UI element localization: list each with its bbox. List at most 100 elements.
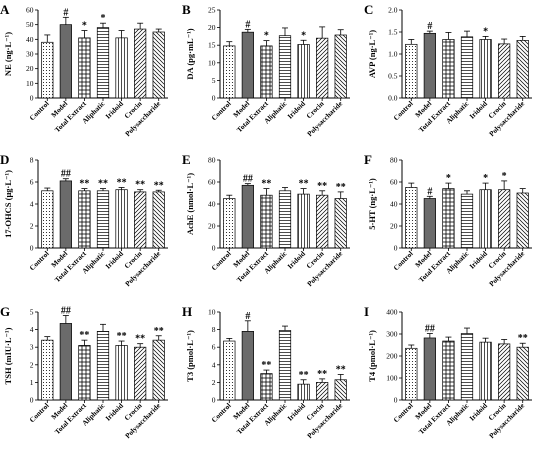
significance-mark: ## [61, 306, 71, 317]
panel-B: BDA (pg·mL⁻¹)0510152025Control#Model*Tot… [182, 2, 350, 138]
significance-mark: * [483, 26, 488, 37]
category-label: Iridoid [104, 100, 125, 121]
y-tick-label: 300 [386, 330, 398, 339]
y-axis-label: 5-HT (ng·L⁻¹) [367, 178, 377, 230]
significance-mark: ** [135, 334, 145, 345]
bar-control [405, 347, 418, 401]
bar-aliphatic [96, 190, 110, 249]
significance-mark: # [427, 186, 432, 197]
bar-model [241, 184, 254, 249]
bar-total-extract [442, 340, 455, 401]
y-tick-label: 0.5 [388, 72, 398, 81]
bar-polysaccharide [152, 31, 165, 99]
bar-polysaccharide [516, 192, 529, 249]
bar-total-extract [260, 373, 273, 401]
bar-total-extract [442, 188, 455, 249]
category-label: Control [28, 402, 51, 425]
y-tick-label: 80 [390, 156, 398, 165]
bar-model [423, 32, 436, 99]
bar-model [241, 331, 254, 401]
bar-model [423, 337, 436, 401]
bar-model [241, 31, 254, 99]
y-tick-label: 20 [26, 64, 34, 73]
category-label: Iridoid [286, 100, 307, 121]
y-tick-label: 4 [30, 325, 34, 334]
significance-mark: ** [98, 179, 108, 190]
category-label: Iridoid [468, 402, 489, 423]
y-tick-label: 0 [30, 396, 34, 405]
y-tick-label: 200 [386, 352, 398, 361]
significance-mark: # [245, 311, 250, 322]
significance-mark: ** [117, 178, 127, 189]
panel-label: E [182, 152, 191, 167]
bar-total-extract [260, 45, 273, 99]
y-tick-label: 2 [30, 222, 34, 231]
y-tick-label: 0 [30, 244, 34, 253]
bar-iridoid [115, 189, 128, 249]
bar-iridoid [479, 189, 492, 249]
y-tick-label: 40 [26, 35, 34, 44]
significance-mark: ** [336, 364, 346, 375]
y-tick-label: 40 [208, 200, 216, 209]
y-tick-label: 5 [30, 308, 34, 317]
bar-control [41, 41, 54, 99]
significance-mark: ** [261, 179, 271, 190]
panel-label: I [364, 304, 369, 319]
bar-model [423, 198, 436, 249]
y-tick-label: 0 [212, 396, 216, 405]
panel-label: G [0, 304, 10, 319]
y-tick-label: 30 [26, 50, 34, 59]
y-tick-label: 40 [390, 200, 398, 209]
bar-iridoid [115, 345, 128, 401]
significance-mark: ** [117, 331, 127, 342]
bar-crocin [316, 194, 329, 249]
significance-mark: ## [243, 174, 253, 185]
category-label: Control [210, 100, 233, 123]
bar-control [405, 187, 418, 249]
y-tick-label: 20 [208, 23, 216, 32]
panel-label: B [182, 2, 191, 17]
y-axis-label: AchE (nmol·L⁻¹) [185, 173, 195, 235]
y-tick-label: 100 [386, 374, 398, 383]
category-label: Control [392, 250, 415, 273]
significance-mark: * [264, 31, 269, 42]
significance-mark: ** [336, 182, 346, 193]
bar-polysaccharide [516, 346, 529, 401]
significance-mark: * [82, 21, 87, 32]
significance-mark: * [101, 13, 106, 24]
significance-mark: ** [317, 369, 327, 380]
y-tick-label: 10 [26, 79, 34, 88]
y-tick-label: 0.0 [388, 94, 398, 103]
bar-crocin [134, 28, 147, 99]
y-tick-label: 2 [30, 360, 34, 369]
significance-mark: ## [425, 324, 435, 335]
y-tick-label: 6 [30, 178, 34, 187]
panel-label: A [0, 2, 10, 17]
y-tick-label: 5 [212, 76, 216, 85]
bar-control [223, 198, 236, 249]
y-tick-label: 0 [394, 244, 398, 253]
y-tick-label: 2 [212, 378, 216, 387]
bar-iridoid [479, 39, 492, 99]
bar-control [41, 339, 54, 401]
y-axis-label: TSH (mIU·L⁻¹) [3, 327, 13, 384]
panel-label: C [364, 2, 373, 17]
significance-mark: * [483, 173, 488, 184]
y-tick-label: 4 [30, 200, 34, 209]
bar-control [223, 340, 236, 401]
y-axis-label: T3 (pmol·L⁻¹) [185, 330, 195, 382]
bar-crocin [498, 43, 511, 99]
category-label: Control [392, 402, 415, 425]
bar-polysaccharide [516, 40, 529, 99]
bar-aliphatic [460, 333, 474, 401]
y-axis-label: NE (ng·L⁻¹) [3, 32, 13, 76]
bar-model [59, 180, 72, 249]
y-tick-label: 80 [208, 156, 216, 165]
bar-model [59, 24, 72, 99]
significance-mark: # [63, 7, 68, 18]
category-label: Iridoid [104, 402, 125, 423]
significance-mark: # [427, 21, 432, 32]
bar-total-extract [78, 345, 91, 401]
category-label: Iridoid [286, 402, 307, 423]
